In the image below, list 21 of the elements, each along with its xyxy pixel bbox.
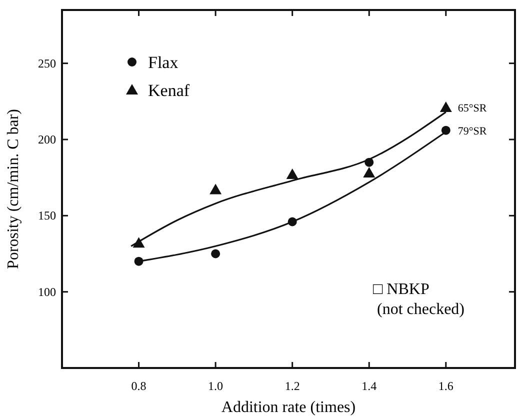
y-axis-title: Porosity (cm/min. C bar) — [5, 109, 22, 269]
point — [286, 168, 298, 180]
point — [363, 167, 376, 178]
legend-label: Flax — [148, 53, 179, 72]
y-tick-label: 250 — [38, 56, 56, 70]
y-tick-label: 200 — [38, 132, 56, 146]
x-tick-label: 1.0 — [208, 379, 224, 393]
x-tick-label: 1.4 — [362, 379, 377, 393]
annotation: 79°SR — [458, 125, 488, 138]
x-tick-label: 1.6 — [438, 379, 454, 393]
y-tick-label: 150 — [38, 208, 56, 223]
legend-label: Kenaf — [148, 81, 190, 100]
x-axis-title: Addition rate (times) — [221, 399, 356, 416]
point — [210, 184, 222, 194]
x-tick-label: 1.2 — [284, 379, 300, 393]
annotation: 65°SR — [458, 102, 488, 114]
annotation: □ NBKP (not checked) — [373, 280, 465, 318]
y-tick-label: 100 — [38, 284, 56, 299]
point — [211, 249, 220, 258]
x-tick-label: 0.8 — [131, 379, 146, 393]
point — [440, 102, 452, 112]
